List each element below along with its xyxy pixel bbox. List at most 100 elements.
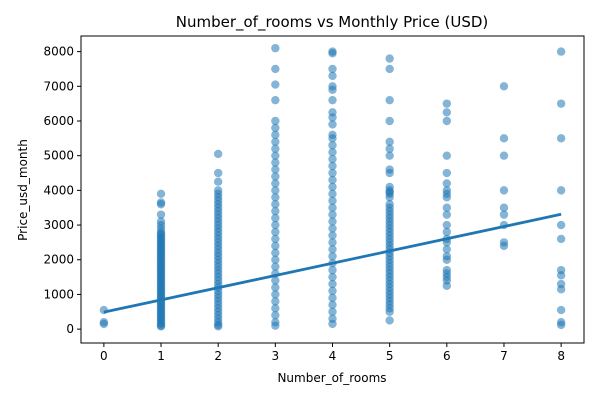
data-point bbox=[499, 186, 509, 195]
x-tick-label: 2 bbox=[214, 349, 222, 363]
data-point bbox=[271, 255, 280, 264]
data-point bbox=[328, 148, 337, 157]
y-tick-label: 3000 bbox=[43, 218, 74, 232]
data-point bbox=[156, 210, 166, 219]
data-point bbox=[271, 186, 280, 195]
data-point bbox=[328, 252, 337, 261]
data-point bbox=[271, 123, 280, 133]
data-point bbox=[442, 220, 452, 230]
data-point bbox=[442, 281, 452, 290]
data-point bbox=[442, 255, 452, 264]
data-point bbox=[271, 144, 280, 153]
data-point bbox=[328, 95, 337, 105]
data-point bbox=[499, 82, 509, 91]
data-point bbox=[328, 154, 337, 164]
data-point bbox=[271, 241, 280, 251]
data-point bbox=[271, 234, 280, 244]
scatter-points bbox=[99, 43, 566, 331]
data-point bbox=[442, 108, 452, 117]
data-point bbox=[556, 186, 566, 195]
x-tick-label: 7 bbox=[500, 349, 508, 363]
data-point bbox=[271, 297, 280, 306]
data-point bbox=[442, 168, 452, 178]
data-point bbox=[556, 285, 566, 294]
y-tick-label: 0 bbox=[66, 322, 74, 336]
data-point bbox=[442, 151, 452, 160]
data-point bbox=[271, 137, 280, 146]
data-point bbox=[271, 158, 280, 167]
data-point bbox=[385, 168, 394, 178]
data-point bbox=[442, 116, 452, 126]
data-point bbox=[328, 307, 337, 316]
data-point bbox=[156, 322, 166, 331]
data-point bbox=[556, 220, 566, 230]
data-point bbox=[328, 217, 337, 226]
data-point bbox=[556, 47, 566, 56]
data-point bbox=[385, 307, 394, 316]
data-point bbox=[213, 149, 223, 159]
data-point bbox=[213, 322, 223, 331]
data-point bbox=[328, 196, 337, 205]
data-point bbox=[271, 276, 280, 285]
data-point bbox=[328, 182, 337, 192]
data-point bbox=[328, 85, 337, 94]
data-point bbox=[271, 227, 280, 237]
x-tick-label: 4 bbox=[329, 349, 337, 363]
y-tick-label: 2000 bbox=[43, 253, 74, 267]
data-point bbox=[556, 305, 566, 315]
x-tick-label: 0 bbox=[100, 349, 108, 363]
data-point bbox=[556, 134, 566, 143]
y-tick-label: 7000 bbox=[43, 79, 74, 93]
data-point bbox=[271, 80, 280, 89]
data-point bbox=[328, 49, 337, 58]
data-point bbox=[385, 95, 394, 105]
data-point bbox=[271, 290, 280, 299]
y-tick-label: 8000 bbox=[43, 45, 74, 59]
data-point bbox=[442, 99, 452, 108]
data-point bbox=[328, 161, 337, 171]
data-point bbox=[442, 179, 452, 188]
data-point bbox=[328, 300, 337, 310]
data-point bbox=[442, 245, 452, 254]
trend-line-layer bbox=[103, 212, 562, 314]
y-tick-label: 4000 bbox=[43, 183, 74, 197]
data-point bbox=[328, 203, 337, 212]
data-point bbox=[271, 151, 280, 160]
x-axis: 0 1 2 3 4 5 6 7 8 bbox=[100, 343, 565, 363]
data-point bbox=[328, 168, 337, 178]
data-point bbox=[271, 43, 280, 53]
data-point bbox=[213, 168, 223, 178]
data-point bbox=[499, 241, 509, 251]
data-point bbox=[328, 245, 337, 254]
data-point bbox=[271, 95, 280, 105]
x-tick-label: 1 bbox=[157, 349, 165, 363]
x-axis-label: Number_of_rooms bbox=[277, 371, 386, 385]
data-point bbox=[328, 141, 337, 150]
data-point bbox=[385, 316, 394, 325]
x-tick-label: 8 bbox=[557, 349, 565, 363]
data-point bbox=[328, 189, 337, 199]
data-point bbox=[328, 279, 337, 289]
data-point bbox=[385, 144, 394, 153]
data-point bbox=[442, 203, 452, 212]
y-tick-label: 6000 bbox=[43, 114, 74, 128]
data-point bbox=[499, 203, 509, 212]
data-point bbox=[328, 71, 337, 81]
data-point bbox=[271, 321, 280, 330]
data-point bbox=[328, 231, 337, 240]
data-point bbox=[271, 64, 280, 74]
data-point bbox=[385, 64, 394, 74]
data-point bbox=[328, 210, 337, 219]
data-point bbox=[271, 220, 280, 230]
data-point bbox=[328, 224, 337, 233]
data-point bbox=[156, 189, 166, 199]
data-point bbox=[328, 175, 337, 185]
data-point bbox=[271, 116, 280, 126]
data-point bbox=[442, 227, 452, 237]
data-point bbox=[328, 286, 337, 296]
data-point bbox=[213, 177, 223, 186]
data-point bbox=[271, 248, 280, 258]
data-point bbox=[156, 200, 166, 209]
data-point bbox=[556, 99, 566, 108]
